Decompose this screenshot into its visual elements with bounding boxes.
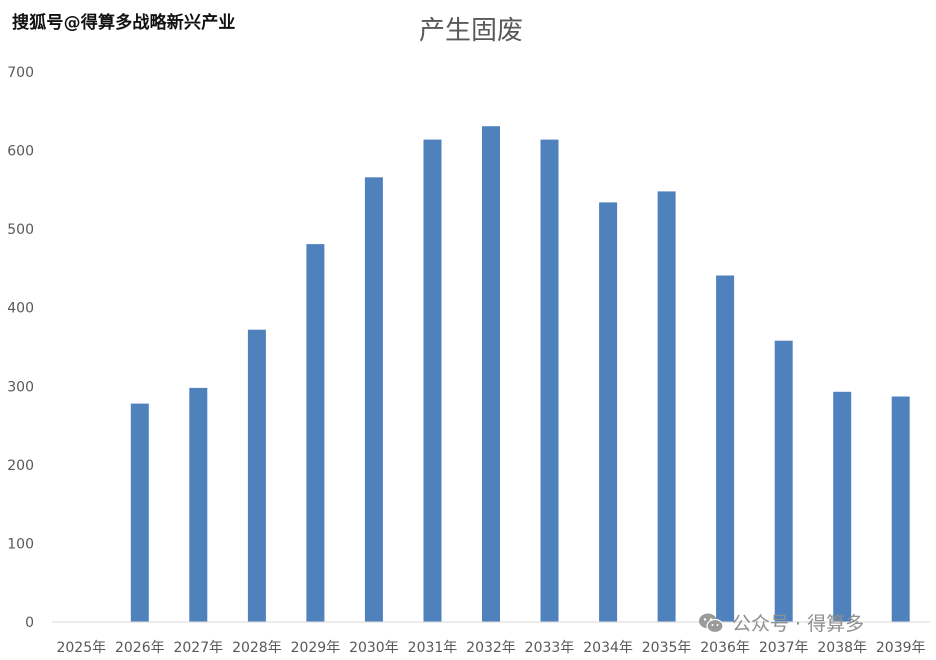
- y-tick-label: 200: [7, 458, 34, 474]
- bar: [891, 396, 910, 622]
- bar: [482, 126, 500, 622]
- x-tick-label: 2031年: [408, 640, 458, 656]
- bar: [247, 329, 266, 622]
- bar: [540, 139, 559, 622]
- chart-title: 产生固废: [419, 16, 523, 46]
- bar: [774, 340, 793, 622]
- bar: [657, 191, 676, 622]
- x-tick-label: 2036年: [700, 640, 750, 656]
- y-tick-label: 0: [25, 615, 34, 631]
- wechat-icon: [699, 613, 724, 633]
- y-tick-label: 100: [7, 536, 34, 552]
- x-tick-label: 2026年: [115, 640, 165, 656]
- y-tick-label: 400: [7, 301, 34, 317]
- bars: [130, 126, 910, 623]
- bar: [716, 275, 735, 622]
- x-tick-label: 2034年: [583, 640, 633, 656]
- x-tick-label: 2037年: [759, 640, 809, 656]
- bar: [189, 387, 208, 622]
- x-tick-label: 2038年: [817, 640, 867, 656]
- bar: [130, 403, 149, 622]
- x-tick-label: 2029年: [291, 640, 341, 656]
- x-tick-label: 2035年: [642, 640, 692, 656]
- x-tick-label: 2030年: [349, 640, 399, 656]
- bar: [364, 177, 383, 623]
- bar: [599, 202, 618, 622]
- bar: [423, 139, 442, 622]
- x-tick-label: 2028年: [232, 640, 282, 656]
- watermark-top: 搜狐号@得算多战略新兴产业: [12, 13, 236, 33]
- x-tick-label: 2032年: [466, 640, 516, 656]
- bar: [306, 244, 325, 622]
- watermark-bottom: 公众号 · 得算多: [698, 609, 864, 636]
- y-tick-label: 700: [7, 65, 34, 81]
- y-tick-label: 300: [7, 379, 34, 395]
- x-tick-label: 2025年: [56, 640, 106, 656]
- x-tick-label: 2027年: [173, 640, 223, 656]
- y-tick-label: 500: [7, 222, 34, 238]
- bar: [833, 391, 852, 622]
- y-axis-ticks: 0 100 200 300 400 500 600 700: [7, 65, 34, 631]
- watermark-bottom-text: 公众号 · 得算多: [732, 613, 865, 635]
- y-tick-label: 600: [7, 144, 34, 160]
- x-tick-label: 2039年: [876, 640, 926, 656]
- x-axis-ticks: 2025年 2026年 2027年 2028年 2029年 2030年 2031年 2032年…: [56, 640, 925, 656]
- x-tick-label: 2033年: [525, 640, 575, 656]
